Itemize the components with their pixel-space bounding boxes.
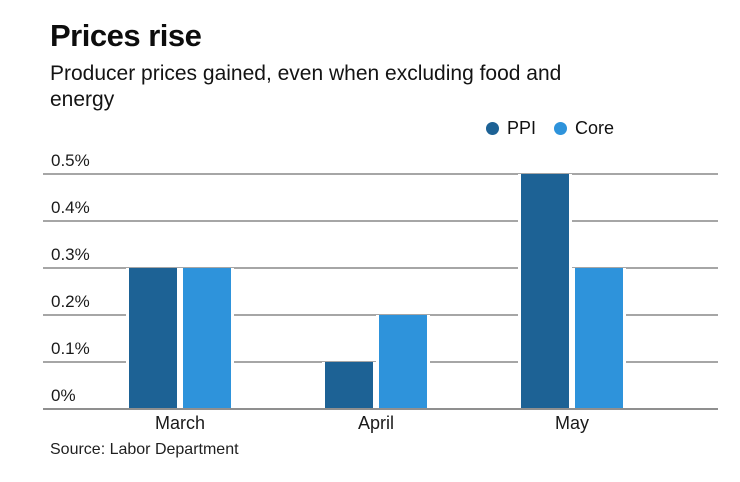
legend-dot-ppi-icon: [486, 122, 499, 135]
gridline: [43, 220, 718, 222]
bar-core-april: [376, 315, 430, 409]
bar-ppi-march: [126, 268, 180, 409]
chart-title: Prices rise: [50, 18, 202, 53]
chart-subtitle-line1: Producer prices gained, even when exclud…: [50, 62, 562, 85]
y-axis-tick-label: 0.2%: [51, 292, 90, 311]
y-axis-tick-label: 0.1%: [51, 339, 90, 358]
legend-label-ppi: PPI: [507, 118, 537, 138]
legend-label-core: Core: [575, 118, 615, 138]
y-axis-tick-label: 0.5%: [51, 151, 90, 170]
chart-subtitle-line2: energy: [50, 88, 115, 111]
source-note: Source: Labor Department: [50, 441, 239, 458]
x-axis-label-march: March: [154, 413, 205, 433]
x-axis-label-april: April: [357, 413, 394, 433]
gridline: [43, 267, 718, 269]
legend-item-core: Core: [554, 118, 614, 139]
legend-dot-core-icon: [554, 122, 568, 135]
chart-subtitle: Producer prices gained, even when exclud…: [50, 61, 561, 113]
legend-item-ppi: PPI: [486, 118, 536, 139]
y-axis-tick-label: 0.3%: [51, 245, 90, 264]
bar-ppi-may: [518, 174, 572, 409]
x-axis-label-may: May: [554, 413, 589, 433]
y-axis-tick-label: 0.4%: [51, 198, 90, 217]
bar-core-may: [572, 268, 626, 409]
bar-ppi-april: [322, 362, 376, 409]
x-axis-baseline: [43, 408, 718, 410]
bar-core-march: [180, 268, 234, 409]
legend: PPI Core: [486, 118, 614, 139]
gridline: [43, 173, 718, 175]
y-axis-tick-label: 0%: [51, 386, 76, 405]
